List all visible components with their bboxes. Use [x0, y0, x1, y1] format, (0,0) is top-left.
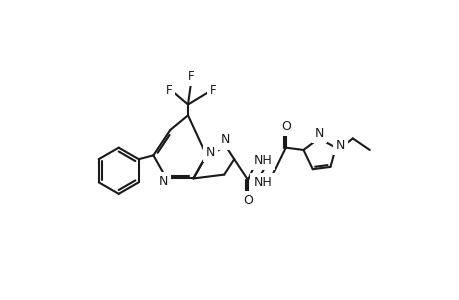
Text: N: N	[314, 127, 324, 140]
Text: O: O	[280, 120, 290, 134]
Text: F: F	[165, 84, 172, 97]
Text: N: N	[205, 146, 214, 159]
Text: F: F	[187, 70, 194, 83]
Text: NH: NH	[253, 154, 271, 167]
Text: O: O	[243, 194, 252, 207]
Text: N: N	[220, 134, 229, 146]
Text: N: N	[335, 139, 344, 152]
Text: N: N	[158, 175, 168, 188]
Text: F: F	[210, 84, 216, 97]
Text: NH: NH	[253, 176, 271, 189]
